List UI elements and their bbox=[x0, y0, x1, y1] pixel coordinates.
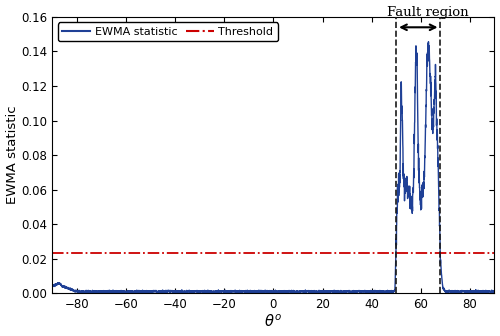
EWMA statistic bbox=[492, 289, 498, 293]
EWMA statistic bbox=[297, 291, 303, 295]
Y-axis label: EWMA statistic: EWMA statistic bbox=[6, 106, 18, 204]
EWMA statistic bbox=[492, 289, 498, 293]
Text: Fault region: Fault region bbox=[388, 6, 469, 19]
Threshold bbox=[273, 251, 279, 255]
EWMA statistic bbox=[317, 290, 323, 294]
EWMA statistic bbox=[324, 290, 330, 294]
Line: EWMA statistic: EWMA statistic bbox=[52, 42, 494, 293]
EWMA statistic bbox=[426, 40, 432, 44]
Legend: EWMA statistic, Threshold: EWMA statistic, Threshold bbox=[58, 23, 278, 41]
Threshold bbox=[270, 251, 276, 255]
EWMA statistic bbox=[173, 289, 179, 293]
EWMA statistic bbox=[144, 289, 150, 293]
X-axis label: $\theta^o$: $\theta^o$ bbox=[264, 314, 282, 330]
EWMA statistic bbox=[450, 289, 456, 293]
EWMA statistic bbox=[50, 283, 56, 287]
